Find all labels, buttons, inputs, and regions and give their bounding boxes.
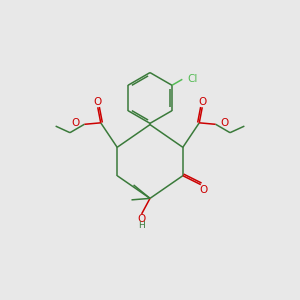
Text: H: H	[138, 221, 144, 230]
Text: Cl: Cl	[188, 74, 198, 84]
Text: O: O	[199, 97, 207, 107]
Text: O: O	[137, 214, 145, 224]
Text: O: O	[200, 185, 208, 195]
Text: O: O	[220, 118, 228, 128]
Text: O: O	[72, 118, 80, 128]
Text: O: O	[93, 97, 101, 107]
